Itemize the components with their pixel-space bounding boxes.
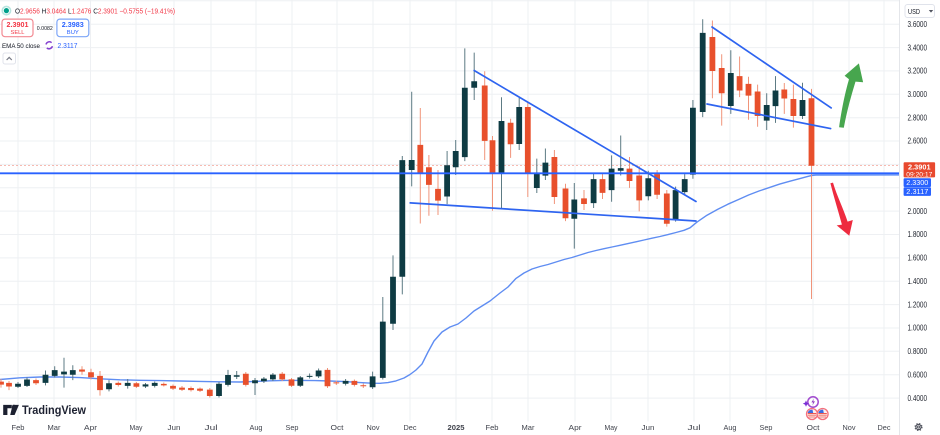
- svg-text:2.3117: 2.3117: [906, 187, 928, 196]
- svg-text:1.4000: 1.4000: [908, 277, 928, 286]
- svg-text:Feb: Feb: [12, 423, 25, 432]
- svg-text:3.4000: 3.4000: [908, 43, 928, 52]
- svg-text:Aug: Aug: [250, 423, 263, 432]
- svg-text:O2.9656 H3.0464 L1.2476 C2.390: O2.9656 H3.0464 L1.2476 C2.3901 −0.5755 …: [15, 7, 175, 16]
- svg-text:1.0000: 1.0000: [908, 324, 928, 333]
- svg-text:Feb: Feb: [486, 423, 499, 432]
- svg-text:Aug: Aug: [724, 423, 737, 432]
- svg-text:1.6000: 1.6000: [908, 254, 928, 263]
- svg-text:Sep: Sep: [286, 423, 299, 432]
- svg-text:2.3300: 2.3300: [906, 178, 928, 187]
- svg-text:2.3901: 2.3901: [908, 162, 931, 171]
- svg-text:Jun: Jun: [642, 423, 655, 432]
- svg-text:EMA 50 close: EMA 50 close: [2, 43, 40, 50]
- svg-text:09:20:17: 09:20:17: [906, 171, 932, 178]
- svg-text:BUY: BUY: [67, 30, 79, 36]
- svg-text:2025: 2025: [448, 423, 465, 432]
- svg-text:1.2000: 1.2000: [908, 300, 928, 309]
- svg-text:May: May: [605, 423, 618, 432]
- svg-text:2.6000: 2.6000: [908, 137, 928, 146]
- svg-text:3.2000: 3.2000: [908, 67, 928, 76]
- svg-text:0.8000: 0.8000: [908, 347, 928, 356]
- svg-text:3.0000: 3.0000: [908, 90, 928, 99]
- svg-text:3.6000: 3.6000: [908, 20, 928, 29]
- svg-text:0.4000: 0.4000: [908, 394, 928, 403]
- svg-text:Sep: Sep: [760, 423, 773, 432]
- svg-text:0.6000: 0.6000: [908, 370, 928, 379]
- svg-text:Nov: Nov: [843, 423, 856, 432]
- svg-text:Mar: Mar: [522, 423, 535, 432]
- svg-text:0.0082: 0.0082: [37, 26, 53, 32]
- svg-text:USD: USD: [908, 7, 920, 16]
- svg-text:Jul: Jul: [688, 423, 701, 432]
- svg-text:Jul: Jul: [205, 423, 218, 432]
- svg-text:Nov: Nov: [367, 423, 380, 432]
- svg-text:2.8000: 2.8000: [908, 113, 928, 122]
- svg-text:1.8000: 1.8000: [908, 230, 928, 239]
- svg-text:Mar: Mar: [48, 423, 61, 432]
- svg-text:Jun: Jun: [168, 423, 181, 432]
- svg-text:TradingView: TradingView: [22, 405, 86, 417]
- svg-text:Oct: Oct: [331, 423, 345, 432]
- svg-text:2.0000: 2.0000: [908, 207, 928, 216]
- svg-text:2.3983: 2.3983: [62, 22, 84, 29]
- svg-text:Dec: Dec: [404, 423, 417, 432]
- svg-text:SELL: SELL: [11, 30, 26, 36]
- svg-text:Apr: Apr: [84, 423, 98, 432]
- svg-text:Oct: Oct: [807, 423, 821, 432]
- svg-text:May: May: [130, 423, 143, 432]
- svg-text:2.3117: 2.3117: [58, 43, 78, 50]
- svg-text:Dec: Dec: [878, 423, 891, 432]
- svg-text:Apr: Apr: [569, 423, 583, 432]
- svg-text:2.3901: 2.3901: [7, 22, 29, 29]
